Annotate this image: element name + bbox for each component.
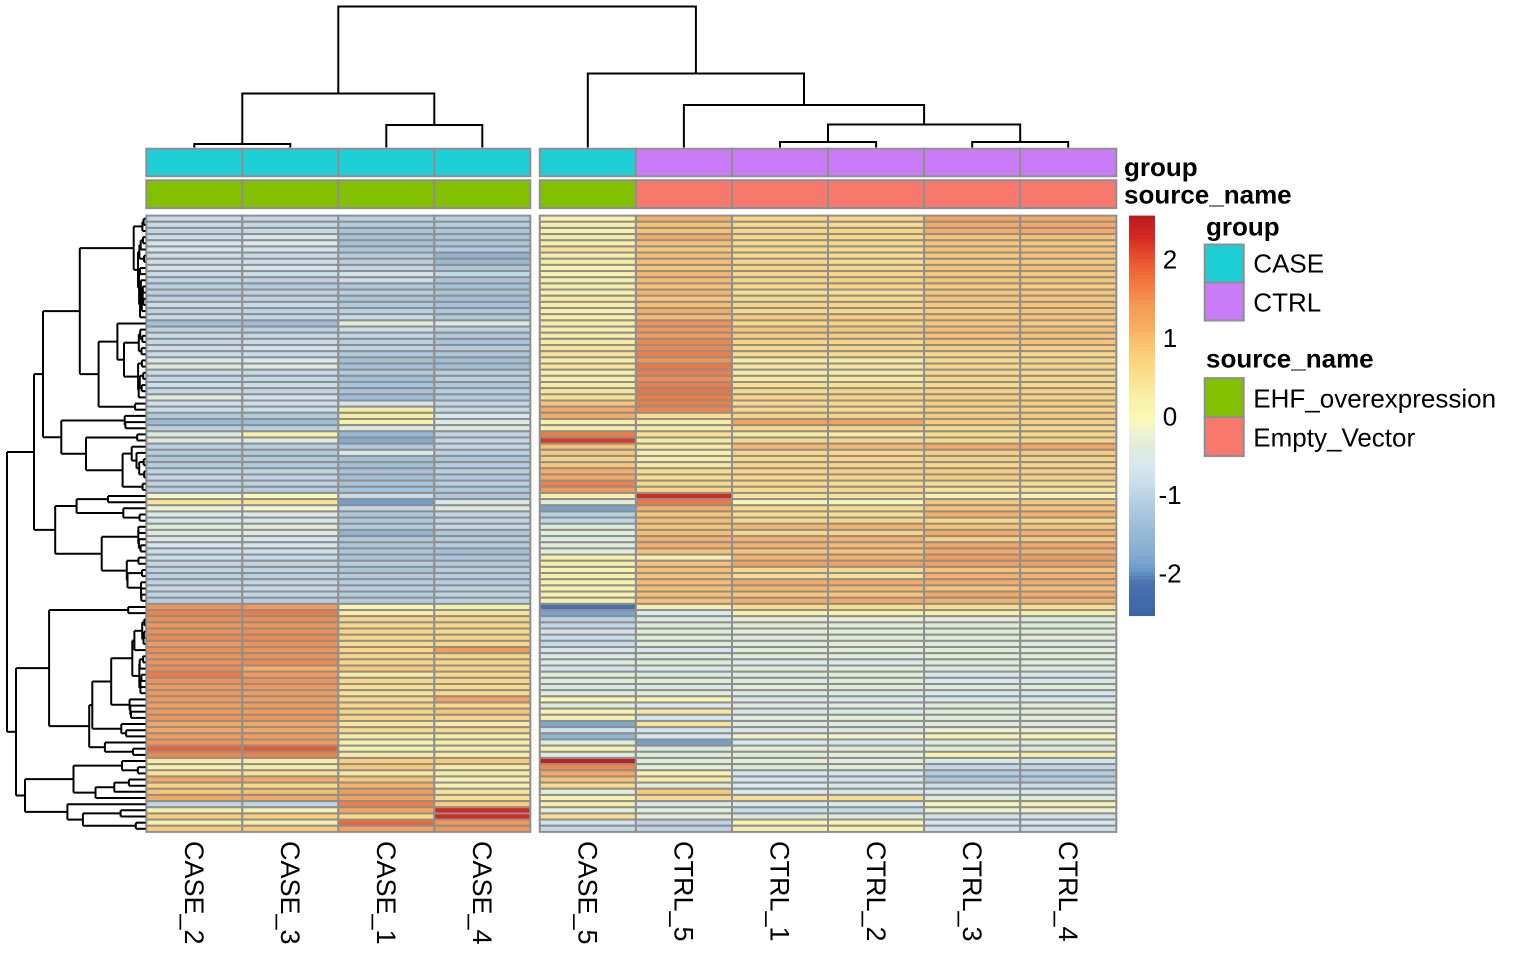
- svg-text:CTRL: CTRL: [1253, 288, 1321, 318]
- svg-text:CASE_2: CASE_2: [179, 841, 209, 945]
- svg-text:Empty_Vector: Empty_Vector: [1253, 423, 1415, 453]
- svg-text:CASE_5: CASE_5: [573, 841, 603, 945]
- svg-text:-1: -1: [1158, 480, 1181, 510]
- svg-text:2: 2: [1163, 244, 1177, 274]
- svg-text:source_name: source_name: [1206, 343, 1374, 373]
- svg-text:CASE_3: CASE_3: [275, 841, 305, 945]
- svg-text:CTRL_3: CTRL_3: [957, 841, 987, 942]
- svg-text:group: group: [1124, 152, 1198, 182]
- svg-text:1: 1: [1163, 323, 1177, 353]
- svg-text:CTRL_5: CTRL_5: [669, 841, 699, 942]
- svg-text:source_name: source_name: [1124, 180, 1292, 210]
- svg-text:0: 0: [1163, 402, 1177, 432]
- svg-text:EHF_overexpression: EHF_overexpression: [1253, 384, 1496, 414]
- svg-text:-2: -2: [1158, 559, 1181, 589]
- svg-text:CASE: CASE: [1253, 249, 1324, 279]
- svg-text:CTRL_4: CTRL_4: [1053, 841, 1083, 942]
- svg-text:CTRL_1: CTRL_1: [765, 841, 795, 942]
- svg-text:CASE_4: CASE_4: [467, 841, 497, 945]
- svg-text:CTRL_2: CTRL_2: [861, 841, 891, 942]
- svg-text:CASE_1: CASE_1: [371, 841, 401, 945]
- svg-text:group: group: [1206, 211, 1280, 241]
